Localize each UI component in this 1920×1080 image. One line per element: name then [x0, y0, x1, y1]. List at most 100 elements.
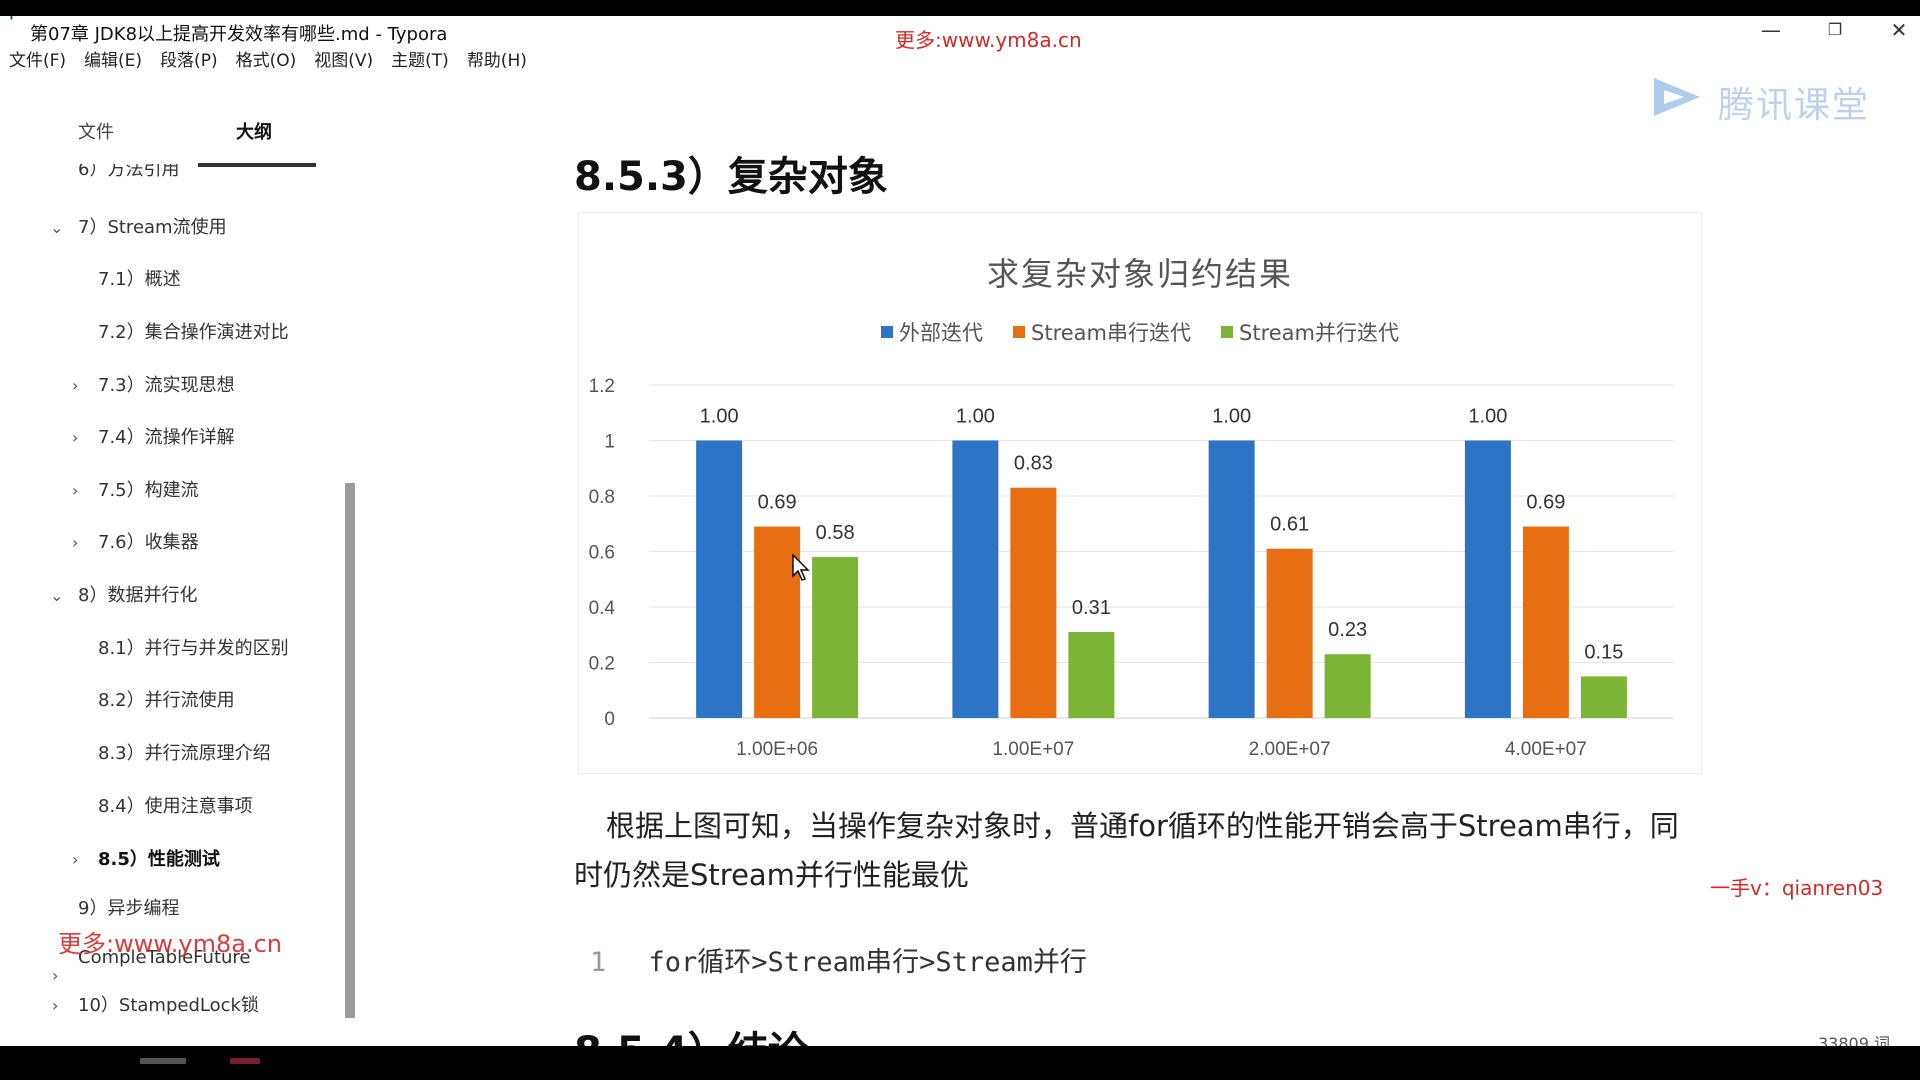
x-tick-label: 4.00E+07: [1505, 739, 1587, 760]
chevron-right-icon[interactable]: ›: [72, 481, 79, 500]
legend-swatch: [881, 326, 894, 338]
typora-icon: ᵀ: [8, 16, 15, 29]
data-label: 1.00: [700, 406, 739, 428]
window-title: 第07章 JDK8以上提高开发效率有哪些.md - Typora: [30, 24, 448, 45]
mouse-cursor-icon: [792, 554, 810, 581]
outline-item[interactable]: 7.2）集合操作演进对比: [98, 313, 289, 353]
outline-item-label: 8.5）性能测试: [98, 849, 220, 870]
menu-theme[interactable]: 主题(T): [391, 51, 449, 71]
outline-item[interactable]: 7.4）流操作详解: [98, 418, 235, 458]
menu-file[interactable]: 文件(F): [9, 51, 67, 71]
chart-title: 求复杂对象归约结果: [986, 255, 1293, 293]
bar: [1580, 676, 1627, 718]
menu-paragraph[interactable]: 段落(P): [160, 51, 218, 71]
outline-item[interactable]: 8.4）使用注意事项: [98, 787, 253, 827]
restore-button[interactable]: ❐: [1827, 20, 1843, 39]
chart-plot-area: 0 0.2 0.4 0.6 0.8 1 1.2 1.00 0.69 0.58 1.00E+06 1.0…: [589, 376, 1674, 760]
bar: [1010, 487, 1057, 718]
legend-label: 外部迭代: [899, 321, 984, 345]
bar: [1324, 654, 1371, 718]
sidebar-scrollbar[interactable]: [345, 483, 355, 1018]
legend-swatch: [1013, 326, 1026, 338]
y-tick-label: 0.2: [589, 654, 615, 675]
outline-item-label: 8.3）并行流原理介绍: [98, 743, 271, 764]
bar: [1464, 440, 1511, 718]
data-label: 0.31: [1072, 597, 1111, 619]
outline-item-label: 9）异步编程: [78, 898, 180, 919]
bar: [1208, 440, 1255, 718]
taskbar-item[interactable]: [140, 1058, 186, 1064]
y-tick-label: 0: [604, 709, 615, 730]
typora-window: ᵀ 第07章 JDK8以上提高开发效率有哪些.md - Typora 更多:ww…: [0, 16, 1920, 1046]
sidebar: 文件 大纲 6）方法引用 7）Stream流使用 ⌄ 7.1）概述 7.2）集合操作演进…: [0, 98, 355, 1046]
outline-item-label: 8.1）并行与并发的区别: [98, 638, 289, 659]
chevron-right-icon[interactable]: ›: [72, 850, 79, 869]
sidebar-tabs: 文件 大纲: [0, 98, 345, 150]
menu-view[interactable]: 视图(V): [314, 51, 374, 71]
outline-item[interactable]: 7）Stream流使用: [78, 208, 227, 248]
taskbar-item[interactable]: [230, 1058, 260, 1064]
heading-conclusion: 8.5.4）结论: [574, 1019, 808, 1046]
y-tick-label: 0.8: [589, 487, 615, 508]
code-text: for循环>Stream串行>Stream并行: [648, 947, 1087, 978]
x-tick-label: 2.00E+07: [1249, 739, 1331, 760]
menu-help[interactable]: 帮助(H): [466, 51, 527, 71]
close-button[interactable]: ✕: [1890, 18, 1908, 42]
data-label: 0.69: [1526, 492, 1565, 514]
outline-item-label: 8.4）使用注意事项: [98, 796, 253, 817]
outline-item[interactable]: 7.3）流实现思想: [98, 366, 235, 406]
word-count: 33809 词: [1818, 1034, 1890, 1046]
chevron-right-icon[interactable]: ›: [52, 966, 59, 985]
outline-item-label: 7）Stream流使用: [78, 217, 227, 238]
code-line-number: 1: [590, 947, 607, 978]
outline-item[interactable]: 9）异步编程: [78, 889, 179, 929]
outline-item-label: 7.4）流操作详解: [98, 427, 235, 448]
data-label: 1.00: [956, 406, 995, 428]
chevron-right-icon[interactable]: ›: [72, 428, 79, 447]
outline-item-label: 6）方法引用: [78, 159, 180, 180]
menu-edit[interactable]: 编辑(E): [84, 51, 143, 71]
bar: [812, 557, 859, 718]
tab-outline[interactable]: 大纲: [236, 122, 272, 143]
screen-top-bar: [0, 0, 1920, 16]
tencent-logo-text: 腾讯课堂: [1718, 85, 1871, 126]
bar-chart: 求复杂对象归约结果 外部迭代 Stream串行迭代 Stream并行迭代 0 0.…: [578, 212, 1702, 774]
tab-files[interactable]: 文件: [78, 122, 114, 143]
outline-item[interactable]: 6）方法引用: [78, 159, 180, 190]
chevron-right-icon[interactable]: ›: [72, 376, 79, 395]
legend-item: 外部迭代: [881, 317, 983, 347]
outline-item-label: 8）数据并行化: [78, 585, 198, 606]
chevron-right-icon[interactable]: ›: [72, 533, 79, 552]
outline-item-label: 7.6）收集器: [98, 532, 199, 553]
chevron-right-icon[interactable]: ›: [52, 996, 59, 1015]
outline-item[interactable]: 11）Optional: [78, 1039, 195, 1046]
outline-item[interactable]: 8.3）并行流原理介绍: [98, 734, 271, 774]
x-tick-label: 1.00E+07: [992, 739, 1074, 760]
outline-item-label: 7.3）流实现思想: [98, 375, 235, 396]
outline-item[interactable]: CompleTableFuture: [78, 938, 251, 978]
outline-item[interactable]: 10）StampedLock锁: [78, 986, 259, 1026]
chevron-down-icon[interactable]: ⌄: [50, 218, 64, 237]
minimize-button[interactable]: —: [1761, 18, 1781, 42]
data-label: 0.83: [1014, 453, 1053, 475]
legend-label: Stream并行迭代: [1239, 321, 1399, 345]
outline-item[interactable]: 8.5）性能测试: [98, 840, 220, 880]
chevron-right-icon[interactable]: ›: [52, 1039, 58, 1046]
menu-format[interactable]: 格式(O): [235, 51, 297, 71]
outline-item[interactable]: 8.2）并行流使用: [98, 681, 235, 721]
outline-item[interactable]: 8）数据并行化: [78, 576, 197, 616]
outline-item[interactable]: 8.1）并行与并发的区别: [98, 629, 289, 669]
outline-item-label: 7.1）概述: [98, 269, 181, 290]
watermark-right: 一手v：qianren03: [1710, 876, 1884, 900]
outline-item[interactable]: 7.1）概述: [98, 260, 181, 300]
outline-item-label: 7.2）集合操作演进对比: [98, 322, 289, 343]
y-tick-label: 1.2: [589, 376, 615, 397]
outline-item-label: 10）StampedLock锁: [78, 995, 259, 1016]
data-label: 0.23: [1328, 619, 1367, 641]
y-tick-label: 0.4: [589, 598, 616, 619]
outline-item[interactable]: 7.6）收集器: [98, 523, 199, 563]
bar: [696, 440, 743, 718]
bar: [1522, 526, 1569, 718]
outline-item[interactable]: 7.5）构建流: [98, 471, 199, 511]
chevron-down-icon[interactable]: ⌄: [50, 586, 64, 605]
